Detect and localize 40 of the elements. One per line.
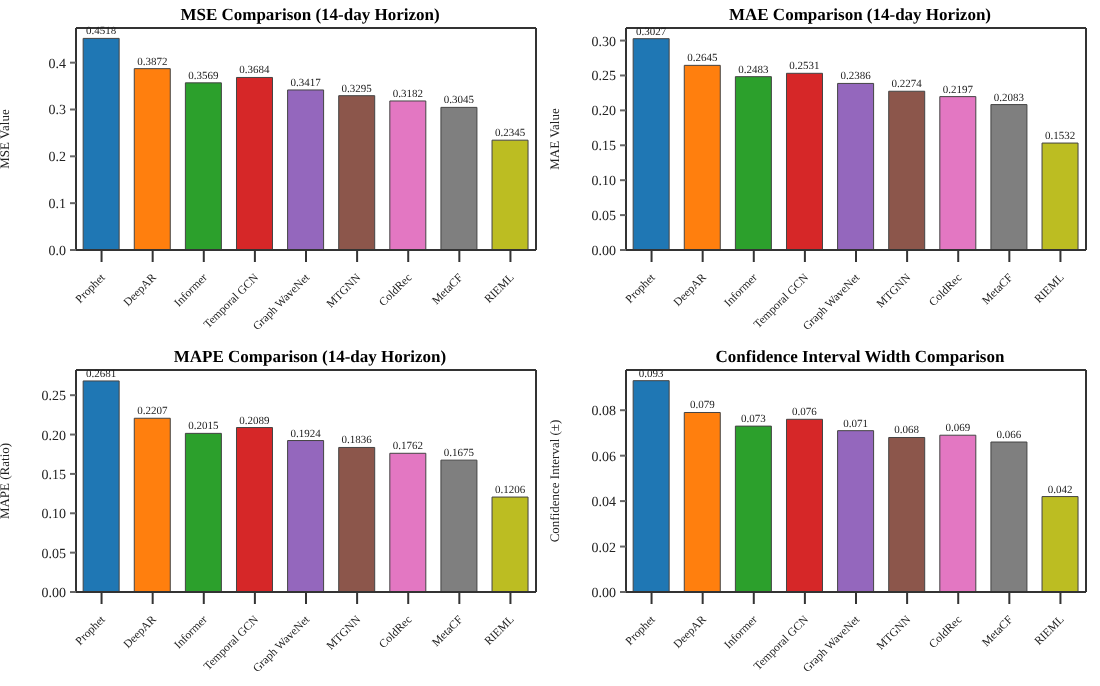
- bar: [785, 72, 823, 250]
- bar: [837, 430, 875, 592]
- bar: [1041, 142, 1079, 250]
- bar: [888, 436, 926, 592]
- chart-title: MAE Comparison (14-day Horizon): [726, 4, 994, 24]
- bar: [440, 106, 478, 250]
- bar: [389, 100, 427, 250]
- bar: [888, 90, 926, 250]
- bar: [939, 434, 977, 592]
- bar: [133, 68, 171, 250]
- chart-title: MSE Comparison (14-day Horizon): [178, 4, 442, 24]
- bar: [837, 82, 875, 250]
- bar: [491, 496, 529, 592]
- bar: [990, 441, 1028, 592]
- bar: [440, 459, 478, 592]
- bar: [338, 446, 376, 592]
- bar: [1041, 496, 1079, 592]
- bar: [632, 38, 670, 250]
- bar: [82, 380, 120, 592]
- bar: [734, 76, 772, 250]
- bar: [632, 380, 670, 592]
- bar: [785, 418, 823, 592]
- bar: [235, 427, 273, 592]
- bar: [133, 417, 171, 592]
- bar: [184, 82, 222, 250]
- bar: [184, 432, 222, 592]
- bar: [990, 104, 1028, 250]
- bar: [389, 452, 427, 592]
- bar: [683, 411, 721, 592]
- bar: [235, 76, 273, 250]
- bar: [287, 440, 325, 592]
- bar: [82, 37, 120, 250]
- bar: [939, 96, 977, 250]
- chart-title: Confidence Interval Width Comparison: [713, 346, 1007, 366]
- chart-title: MAPE Comparison (14-day Horizon): [171, 346, 449, 366]
- bar: [683, 64, 721, 250]
- bar: [287, 89, 325, 250]
- bar: [338, 95, 376, 250]
- bar: [734, 425, 772, 592]
- bar: [491, 139, 529, 250]
